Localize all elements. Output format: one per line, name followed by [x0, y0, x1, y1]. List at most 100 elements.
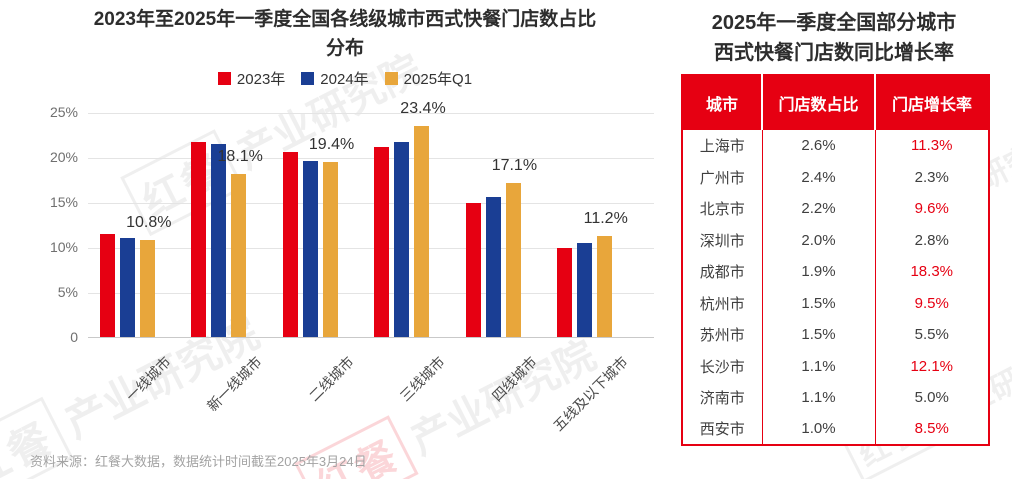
chart-legend: 2023年 2024年 2025年Q1 [30, 68, 660, 89]
share-cell: 2.0% [762, 224, 876, 256]
bar-2023年 [100, 233, 115, 337]
table-row: 西安市 1.0% 8.5% [682, 413, 989, 445]
legend-item: 2024年 [301, 68, 369, 89]
legend-label: 2025年Q1 [403, 71, 473, 88]
share-cell: 1.1% [762, 350, 876, 382]
growth-cell: 18.3% [910, 263, 954, 281]
data-label: 11.2% [583, 210, 628, 228]
table-row: 广州市 2.4% 2.3% [682, 161, 989, 193]
bar-group: 19.4% 二线城市 [282, 112, 357, 404]
data-table: 城市 门店数占比 门店增长率 上海市 2.6% 11.3% 广州市 2.4% 2.3% 北京市 2… [681, 74, 990, 446]
legend-label: 2024年 [320, 71, 369, 88]
city-growth-table: 城市 门店数占比 门店增长率 上海市 2.6% 11.3% 广州市 2.4% 2.3% 北京市 2… [681, 74, 990, 446]
table-row: 济南市 1.1% 5.0% [682, 382, 989, 414]
bar-2024年 [485, 196, 501, 337]
bar-group: 18.1% 新一线城市 [191, 112, 265, 414]
share-cell: 1.0% [762, 413, 876, 445]
city-cell: 杭州市 [682, 287, 763, 319]
share-cell: 2.6% [762, 130, 876, 162]
city-cell: 苏州市 [682, 319, 763, 351]
data-label: 19.4% [308, 136, 355, 154]
bar-2024年 [576, 243, 592, 337]
growth-cell: 11.3% [911, 137, 953, 155]
bar-2023年 [191, 141, 207, 337]
bar-2025年Q1 [596, 236, 612, 337]
table-row: 长沙市 1.1% 12.1% [682, 350, 989, 382]
bar-2023年 [556, 247, 572, 337]
city-cell: 长沙市 [682, 350, 763, 382]
bar-2023年 [465, 202, 481, 337]
bar-2023年 [374, 147, 390, 337]
table-row: 深圳市 2.0% 2.8% [682, 224, 989, 256]
bar-2025年Q1 [414, 126, 430, 337]
table-column-header: 门店数占比 [762, 75, 876, 130]
chart-title-line1: 2023年至2025年一季度全国各线级城市西式快餐门店数占比 [93, 9, 597, 30]
source-note: 资料来源：红餐大数据，数据统计时间截至2025年3月24日 [30, 454, 367, 469]
table-title: 2025年一季度全国部分城市 西式快餐门店数同比增长率 [680, 8, 988, 68]
share-cell: 1.5% [762, 319, 876, 351]
bar-2024年 [120, 238, 135, 337]
y-axis-tick: 10% [49, 239, 78, 255]
legend-label: 2023年 [236, 71, 286, 88]
city-cell: 北京市 [682, 193, 763, 225]
table-row: 北京市 2.2% 9.6% [682, 193, 989, 225]
legend-swatch-icon [301, 72, 315, 85]
table-column-header: 城市 [682, 75, 763, 130]
chart-title: 2023年至2025年一季度全国各线级城市西式快餐门店数占比 分布 [30, 6, 660, 63]
gridline [88, 158, 654, 159]
bar-group: 17.1% 四线城市 [465, 112, 539, 404]
data-label: 23.4% [400, 100, 446, 118]
city-cell: 济南市 [682, 382, 763, 414]
gridline [88, 203, 654, 204]
growth-cell: 2.3% [914, 168, 949, 186]
growth-cell: 12.1% [910, 357, 954, 375]
bar-group: 23.4% 三线城市 [374, 100, 448, 404]
data-label: 17.1% [491, 157, 538, 175]
share-cell: 1.5% [762, 287, 876, 319]
table-column-header: 门店增长率 [875, 75, 989, 130]
bar-2025年Q1 [231, 174, 247, 337]
y-axis-tick: 20% [49, 149, 78, 165]
bar-group: 11.2% 五线及以下城市 [550, 112, 631, 434]
gridline [88, 293, 654, 294]
city-cell: 成都市 [682, 256, 763, 288]
legend-swatch-icon [217, 72, 231, 85]
growth-cell: 9.6% [914, 200, 949, 218]
legend-item: 2025年Q1 [384, 68, 473, 89]
bar-2025年Q1 [322, 162, 338, 337]
bar-2025年Q1 [505, 183, 521, 337]
data-label: 10.8% [126, 213, 172, 231]
gridline [88, 248, 654, 249]
plot-area: 10.8% 一线城市 18.1% 新一线城市 19.4% 二线城市 23.4% 三线城市 17.… [88, 100, 654, 434]
table-row: 上海市 2.6% 11.3% [682, 130, 989, 162]
bar-2024年 [394, 141, 410, 337]
bar-2024年 [211, 144, 227, 337]
y-axis-tick: 5% [57, 284, 78, 300]
growth-cell: 8.5% [914, 420, 949, 438]
legend-item: 2023年 [217, 68, 286, 89]
share-cell: 1.9% [762, 256, 876, 288]
table-row: 成都市 1.9% 18.3% [682, 256, 989, 288]
data-label: 18.1% [217, 148, 263, 166]
gridline [88, 113, 654, 114]
table-title-line2: 西式快餐门店数同比增长率 [714, 42, 954, 64]
city-cell: 上海市 [682, 130, 763, 162]
share-cell: 1.1% [762, 382, 876, 414]
y-axis-tick: 25% [49, 104, 78, 120]
share-cell: 2.2% [762, 193, 876, 225]
growth-cell: 5.0% [914, 389, 949, 407]
bar-group: 10.8% 一线城市 [100, 112, 174, 404]
growth-cell: 5.5% [914, 326, 949, 344]
y-axis-tick: 0 [70, 329, 78, 345]
city-cell: 西安市 [682, 413, 763, 445]
share-cell: 2.4% [762, 161, 876, 193]
city-cell: 广州市 [682, 161, 763, 193]
table-row: 苏州市 1.5% 5.5% [682, 319, 989, 351]
y-axis-tick: 15% [49, 194, 78, 210]
table-title-line1: 2025年一季度全国部分城市 [711, 12, 957, 34]
bar-2023年 [282, 151, 298, 337]
growth-cell: 2.8% [914, 231, 949, 249]
bar-2024年 [302, 160, 318, 337]
table-row: 杭州市 1.5% 9.5% [682, 287, 989, 319]
growth-cell: 9.5% [914, 294, 949, 312]
